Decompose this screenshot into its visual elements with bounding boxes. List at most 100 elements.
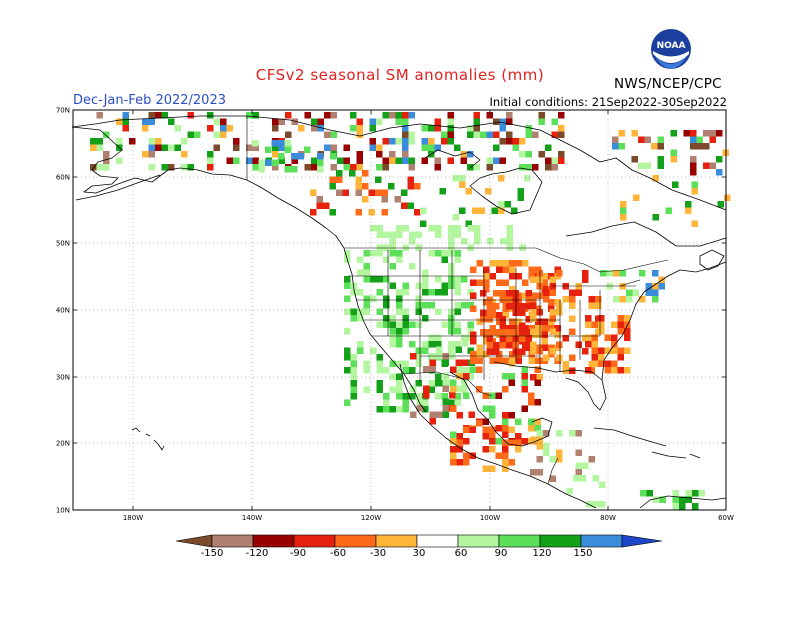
anomaly-cell: [448, 276, 455, 283]
anomaly-cell: [717, 201, 724, 208]
anomaly-cell: [402, 393, 409, 400]
anomaly-cell: [624, 315, 631, 322]
anomaly-cell: [422, 399, 429, 406]
anomaly-cell: [476, 357, 483, 364]
anomaly-cell: [396, 393, 403, 400]
anomaly-cell: [389, 282, 396, 289]
anomaly-cell: [142, 118, 149, 125]
anomaly-cell: [703, 143, 710, 150]
anomaly-cell: [356, 118, 363, 125]
anomaly-cell: [252, 112, 259, 119]
anomaly-cell: [402, 118, 409, 125]
anomaly-cell: [549, 475, 556, 482]
anomaly-cell: [389, 328, 396, 335]
anomaly-cell: [368, 209, 375, 216]
anomaly-cell: [685, 490, 692, 497]
anomaly-cell: [611, 321, 618, 328]
anomaly-cell: [502, 459, 509, 466]
anomaly-cell: [541, 325, 548, 332]
anomaly-cell: [448, 399, 455, 406]
anomaly-cell: [383, 406, 390, 413]
anomaly-cell: [613, 296, 620, 303]
anomaly-cell: [467, 373, 474, 380]
anomaly-cell: [441, 250, 448, 257]
anomaly-cell: [350, 367, 357, 374]
legend-box: [416, 534, 459, 548]
anomaly-cell: [350, 360, 357, 367]
anomaly-cell: [644, 136, 651, 143]
anomaly-cell: [344, 347, 351, 354]
anomaly-cell: [652, 270, 659, 277]
lon-label: 60W: [718, 514, 734, 522]
anomaly-cell: [498, 207, 505, 214]
anomaly-cell: [617, 354, 624, 361]
anomaly-cell: [588, 296, 595, 303]
anomaly-cell: [187, 131, 194, 138]
anomaly-cell: [357, 341, 364, 348]
anomaly-cell: [473, 164, 480, 171]
legend-label: -30: [370, 548, 386, 559]
anomaly-cell: [336, 170, 343, 177]
anomaly-cell: [448, 308, 455, 315]
anomaly-cell: [396, 386, 403, 393]
anomaly-cell: [672, 490, 679, 497]
anomaly-cell: [569, 296, 576, 303]
anomaly-cell: [469, 366, 476, 373]
anomaly-cell: [408, 138, 415, 145]
anomaly-cell: [258, 166, 265, 173]
anomaly-cell: [724, 194, 731, 201]
anomaly-cell: [442, 385, 449, 392]
anomaly-cell: [454, 225, 461, 232]
legend-box: [580, 534, 623, 548]
anomaly-cell: [620, 207, 627, 214]
anomaly-cell: [535, 325, 542, 332]
anomaly-cell: [506, 335, 513, 342]
anomaly-cell: [543, 354, 550, 361]
anomaly-cell: [467, 225, 474, 232]
anomaly-cell: [611, 334, 618, 341]
anomaly-cell: [454, 250, 461, 257]
anomaly-cell: [617, 315, 624, 322]
anomaly-cell: [454, 399, 461, 406]
anomaly-cell: [350, 393, 357, 400]
anomaly-cell: [545, 164, 552, 171]
anomaly-cell: [480, 316, 487, 323]
anomaly-cell: [181, 164, 188, 171]
anomaly-cell: [461, 380, 468, 387]
anomaly-cell: [499, 342, 506, 349]
anomaly-cell: [521, 366, 528, 373]
anomaly-cell: [396, 360, 403, 367]
anomaly-cell: [611, 360, 618, 367]
anomaly-cell: [536, 430, 543, 437]
anomaly-cell: [582, 462, 589, 469]
anomaly-cell: [452, 175, 459, 182]
anomaly-cell: [422, 315, 429, 322]
anomaly-cell: [499, 316, 506, 323]
anomaly-cell: [278, 157, 285, 164]
anomaly-cell: [652, 283, 659, 290]
anomaly-cell: [493, 342, 500, 349]
anomaly-cell: [582, 348, 589, 355]
anomaly-cell: [515, 446, 522, 453]
anomaly-cell: [617, 367, 624, 374]
anomaly-cell: [598, 321, 605, 328]
anomaly-cell: [474, 225, 481, 232]
anomaly-cell: [525, 329, 532, 336]
anomaly-cell: [489, 465, 496, 472]
anomaly-cell: [454, 256, 461, 263]
anomaly-cell: [207, 157, 214, 164]
anomaly-cell: [515, 318, 522, 325]
anomaly-cell: [155, 112, 162, 119]
anomaly-cell: [489, 426, 496, 433]
anomaly-cell: [598, 347, 605, 354]
anomaly-cell: [506, 118, 513, 125]
anomaly-cell: [467, 125, 474, 132]
anomaly-cell: [429, 411, 436, 418]
anomaly-cell: [363, 263, 370, 270]
anomaly-cell: [252, 144, 259, 151]
anomaly-cell: [558, 125, 565, 132]
lat-label: 20N: [56, 440, 70, 448]
legend-label: 150: [573, 548, 592, 559]
anomaly-cell: [482, 465, 489, 472]
anomaly-cell: [502, 425, 509, 432]
